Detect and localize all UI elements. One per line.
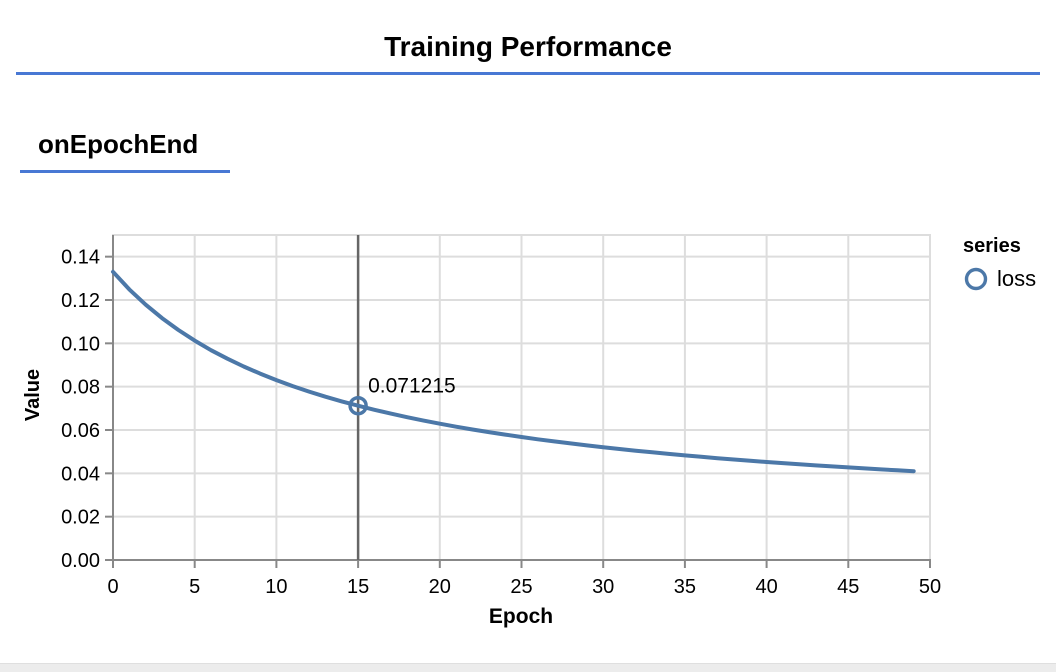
x-tick-label: 40 (755, 576, 777, 598)
x-tick-label: 15 (347, 576, 369, 598)
x-tick-label: 5 (189, 576, 200, 598)
y-tick-label: 0.10 (61, 333, 100, 355)
x-tick-label: 20 (429, 576, 451, 598)
x-axis-title: Epoch (488, 605, 554, 628)
x-tick-label: 10 (265, 576, 287, 598)
x-tick-label: 25 (510, 576, 532, 598)
y-tick-label: 0.02 (61, 507, 100, 529)
highlighted-point[interactable] (348, 395, 368, 416)
x-tick-label: 30 (592, 576, 614, 598)
y-tick-label: 0.12 (61, 290, 100, 312)
section-title: onEpochEnd (38, 129, 199, 159)
bottom-surface-edge (0, 663, 1056, 672)
x-tick-label: 35 (674, 576, 696, 598)
page-title: Training Performance (384, 31, 672, 62)
y-tick-label: 0.14 (61, 247, 100, 269)
legend-title: series (963, 235, 1021, 257)
section-rule (20, 170, 230, 173)
title-rule (16, 72, 1040, 75)
y-tick-label: 0.08 (61, 377, 100, 399)
axes: 0 5 10 15 20 25 30 35 40 45 50 0.00 0.02 0.04 0.06 0.08… (61, 235, 941, 598)
legend-label: loss (997, 266, 1037, 291)
x-tick-label: 45 (837, 576, 859, 598)
y-tick-label: 0.00 (61, 550, 100, 572)
x-tick-label: 50 (919, 576, 941, 598)
x-tick-label: 0 (107, 576, 118, 598)
legend-entry-loss[interactable]: loss (963, 266, 1036, 292)
y-axis-title: Value (22, 368, 44, 422)
y-tick-label: 0.06 (61, 420, 100, 442)
loss-line-series[interactable] (111, 269, 916, 474)
open-circle-icon (964, 267, 988, 291)
y-tick-label: 0.04 (61, 463, 100, 485)
tooltip-value: 0.071215 (368, 375, 456, 398)
legend: series loss (963, 234, 1036, 292)
grid (112, 235, 931, 561)
